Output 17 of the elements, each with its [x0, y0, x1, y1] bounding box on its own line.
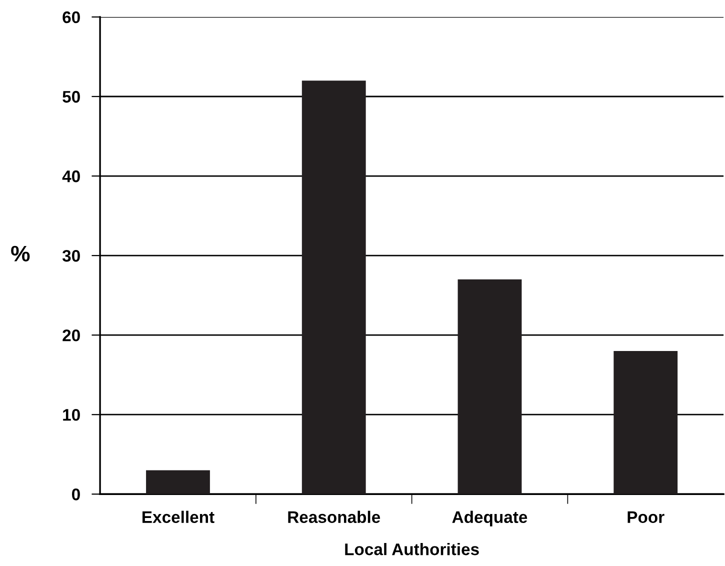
y-tick-label: 60 [62, 11, 80, 24]
x-tick-label: Excellent [142, 510, 214, 524]
x-axis-title: Local Authorities [345, 542, 479, 556]
x-tick-label: Adequate [452, 510, 528, 526]
y-tick-label: 50 [62, 90, 80, 103]
bar [302, 80, 366, 494]
y-tick-label: 40 [62, 170, 80, 182]
y-tick-label: 0 [72, 488, 80, 500]
y-tick-label: 20 [62, 329, 80, 342]
y-axis-title: % [11, 246, 30, 262]
bar [458, 279, 522, 494]
x-tick-label: Poor [628, 511, 664, 524]
bar [614, 350, 678, 494]
bar [146, 470, 210, 494]
y-tick-label: 10 [63, 408, 80, 421]
y-tick-label: 30 [62, 250, 80, 262]
x-tick-label: Reasonable [288, 510, 380, 524]
